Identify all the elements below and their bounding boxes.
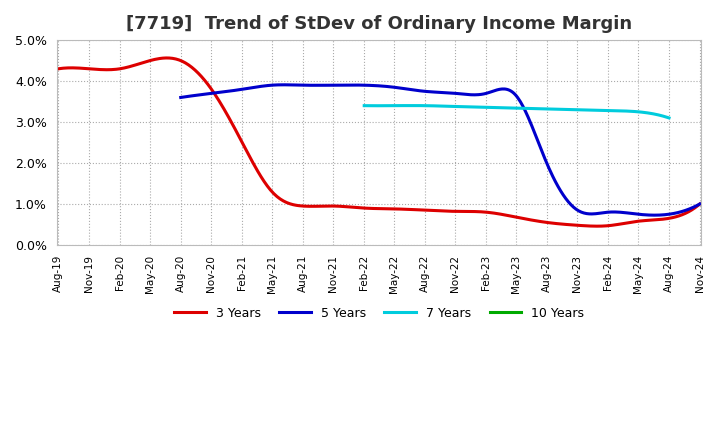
Legend: 3 Years, 5 Years, 7 Years, 10 Years: 3 Years, 5 Years, 7 Years, 10 Years	[169, 302, 589, 325]
7 Years	[665, 115, 673, 121]
Title: [7719]  Trend of StDev of Ordinary Income Margin: [7719] Trend of StDev of Ordinary Income…	[126, 15, 632, 33]
3 Years	[696, 202, 704, 207]
3 Years	[54, 66, 63, 71]
Line: 5 Years: 5 Years	[181, 85, 700, 215]
5 Years	[555, 186, 564, 191]
3 Years	[310, 204, 318, 209]
7 Years	[552, 106, 561, 112]
7 Years	[460, 104, 469, 110]
Line: 3 Years: 3 Years	[58, 58, 700, 226]
5 Years	[504, 87, 513, 92]
7 Years	[397, 103, 405, 108]
5 Years	[347, 82, 356, 88]
7 Years	[580, 107, 589, 113]
3 Years	[522, 216, 531, 222]
5 Years	[383, 84, 392, 89]
5 Years	[176, 95, 185, 100]
7 Years	[582, 107, 591, 113]
5 Years	[650, 213, 659, 218]
3 Years	[593, 224, 601, 229]
3 Years	[459, 209, 468, 214]
3 Years	[131, 62, 140, 68]
5 Years	[696, 202, 704, 207]
3 Years	[265, 186, 274, 191]
Line: 7 Years: 7 Years	[364, 106, 669, 118]
5 Years	[279, 82, 288, 88]
3 Years	[518, 216, 527, 221]
5 Years	[239, 87, 248, 92]
5 Years	[552, 181, 561, 187]
7 Years	[360, 103, 369, 108]
7 Years	[408, 103, 416, 108]
7 Years	[482, 105, 490, 110]
3 Years	[163, 55, 172, 61]
